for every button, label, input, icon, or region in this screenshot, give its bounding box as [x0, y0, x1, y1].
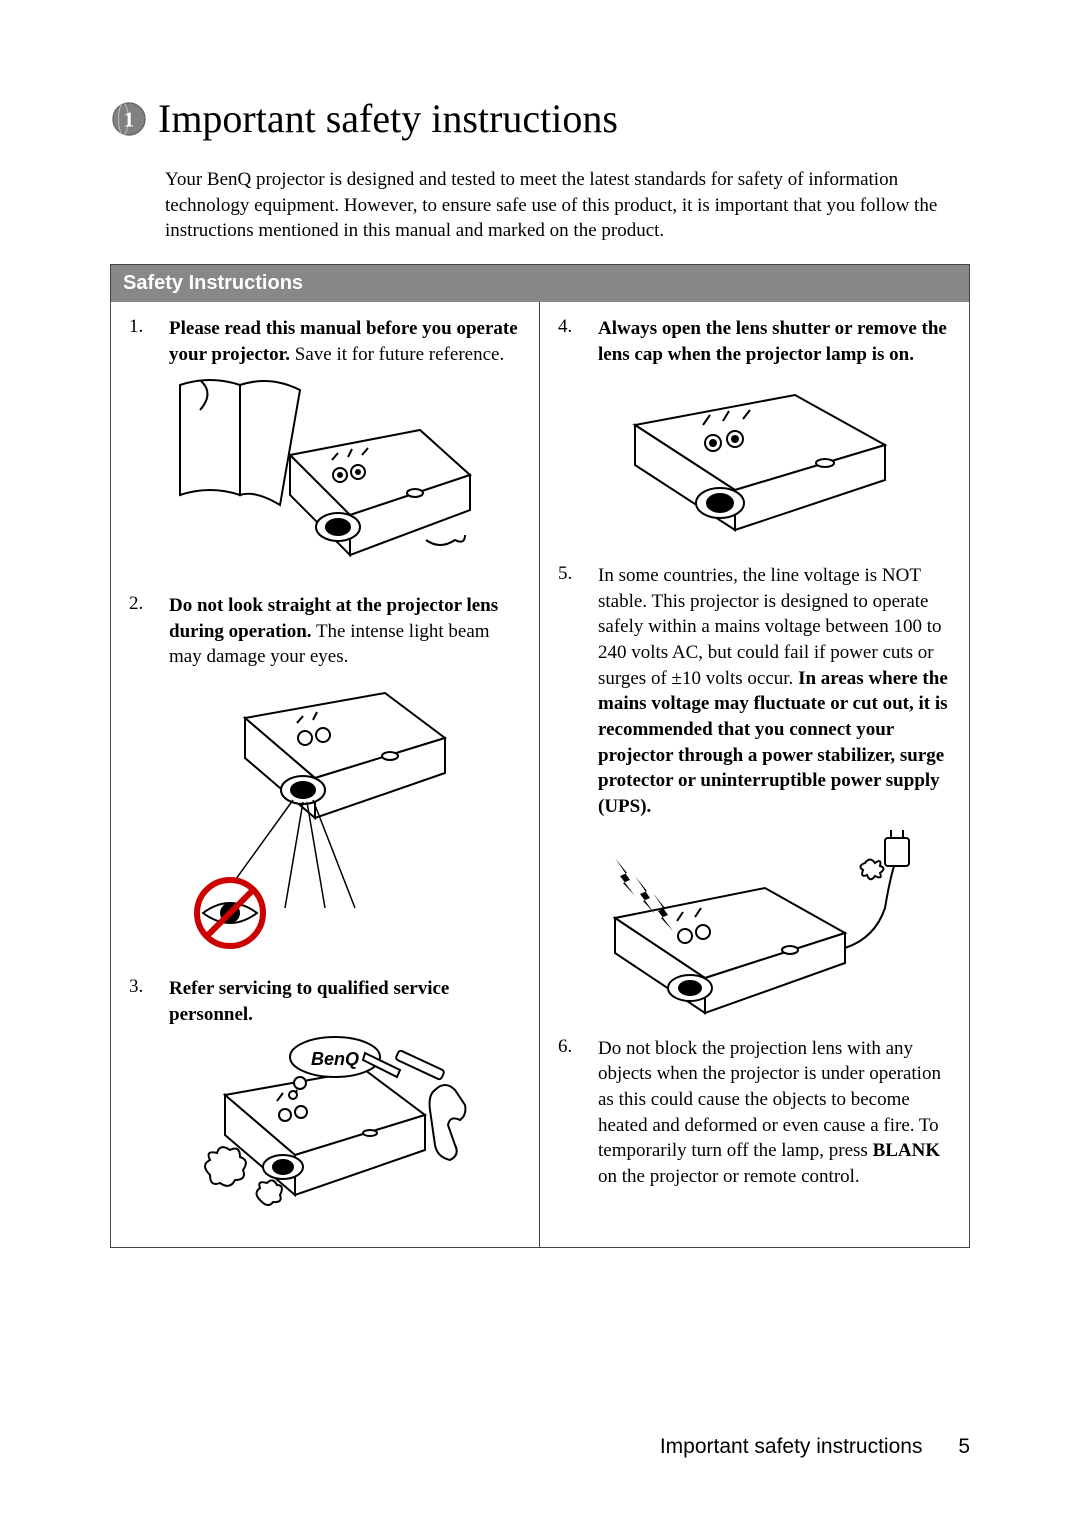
instruction-2: 2. Do not look straight at the projector… [129, 593, 521, 670]
item-text: Do not look straight at the projector le… [169, 593, 521, 670]
instruction-5: 5. In some countries, the line voltage i… [558, 563, 951, 819]
illustration-5 [558, 828, 951, 1018]
item-number: 6. [558, 1036, 598, 1190]
safety-columns: 1. Please read this manual before you op… [111, 302, 969, 1247]
section-number-badge-icon: 1 [110, 100, 148, 138]
page-title-row: 1 Important safety instructions [110, 95, 970, 142]
item-bold: BLANK [873, 1140, 941, 1161]
item-number: 1. [129, 316, 169, 367]
item-bold: Refer servicing to qualified service per… [169, 978, 449, 1025]
item-rest: on the projector or remote control. [598, 1166, 860, 1187]
page-title: Important safety instructions [158, 95, 618, 142]
instruction-4: 4. Always open the lens shutter or remov… [558, 316, 951, 367]
illustration-1 [129, 375, 521, 575]
item-rest: Save it for future reference. [290, 344, 504, 365]
safety-box-header: Safety Instructions [111, 265, 969, 302]
illustration-4 [558, 375, 951, 545]
footer-label: Important safety instructions [660, 1435, 923, 1458]
item-text: Refer servicing to qualified service per… [169, 976, 521, 1027]
instruction-6: 6. Do not block the projection lens with… [558, 1036, 951, 1190]
service-icon: BenQ [165, 1035, 485, 1215]
intro-paragraph: Your BenQ projector is designed and test… [165, 167, 970, 244]
instruction-3: 3. Refer servicing to qualified service … [129, 976, 521, 1027]
page-footer: Important safety instructions 5 [660, 1435, 970, 1459]
item-number: 4. [558, 316, 598, 367]
instruction-1: 1. Please read this manual before you op… [129, 316, 521, 367]
item-text: Do not block the projection lens with an… [598, 1036, 951, 1190]
item-text: Always open the lens shutter or remove t… [598, 316, 951, 367]
item-bold: In areas where the mains voltage may flu… [598, 668, 948, 817]
safety-box: Safety Instructions 1. Please read this … [110, 264, 970, 1248]
svg-text:BenQ: BenQ [311, 1049, 359, 1069]
left-column: 1. Please read this manual before you op… [111, 302, 540, 1247]
lens-cap-icon [595, 375, 915, 545]
item-number: 5. [558, 563, 598, 819]
item-bold: Always open the lens shutter or remove t… [598, 318, 947, 365]
no-look-lens-icon [175, 678, 475, 958]
illustration-2 [129, 678, 521, 958]
power-surge-icon [585, 828, 925, 1018]
right-column: 4. Always open the lens shutter or remov… [540, 302, 969, 1247]
manual-projector-icon [170, 375, 480, 575]
item-number: 3. [129, 976, 169, 1027]
item-text: Please read this manual before you opera… [169, 316, 521, 367]
footer-page-number: 5 [958, 1435, 970, 1458]
svg-text:1: 1 [124, 107, 134, 131]
item-number: 2. [129, 593, 169, 670]
illustration-3: BenQ [129, 1035, 521, 1215]
item-text: In some countries, the line voltage is N… [598, 563, 951, 819]
